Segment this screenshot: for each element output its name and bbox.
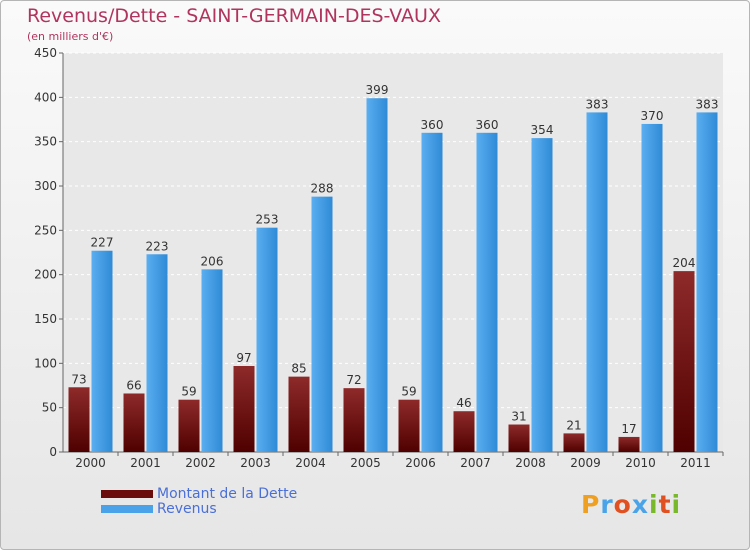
- bar-debt: [508, 424, 530, 452]
- bar-debt: [343, 388, 365, 452]
- x-tick-label: 2003: [240, 456, 271, 470]
- y-tick-label: 450: [34, 46, 57, 60]
- data-label-debt: 31: [511, 410, 526, 424]
- proxiti-logo: Proxiti: [581, 490, 682, 519]
- data-label-debt: 46: [456, 396, 471, 410]
- chart-subtitle: (en milliers d'€): [27, 30, 114, 43]
- data-label-revenue: 253: [256, 213, 279, 227]
- data-label-revenue: 399: [366, 83, 389, 97]
- data-label-debt: 59: [181, 385, 196, 399]
- y-tick-label: 250: [34, 223, 57, 237]
- x-tick-label: 2005: [350, 456, 381, 470]
- bar-revenue: [641, 123, 663, 452]
- legend-swatch-debt: [101, 489, 153, 498]
- data-label-debt: 97: [236, 351, 251, 365]
- x-tick-label: 2008: [515, 456, 546, 470]
- y-tick-label: 50: [42, 401, 57, 415]
- bar-revenue: [696, 112, 718, 452]
- data-label-revenue: 288: [311, 182, 334, 196]
- data-label-revenue: 360: [476, 118, 499, 132]
- x-tick-label: 2011: [680, 456, 711, 470]
- bar-debt: [453, 411, 475, 452]
- bar-debt: [68, 387, 90, 452]
- bar-debt: [673, 271, 695, 452]
- bar-debt: [178, 399, 200, 452]
- data-label-revenue: 370: [641, 109, 664, 123]
- y-tick-label: 150: [34, 312, 57, 326]
- bar-revenue: [476, 132, 498, 453]
- x-tick-label: 2007: [460, 456, 491, 470]
- bar-debt: [398, 399, 420, 452]
- plot-area: [63, 53, 723, 452]
- chart-title: Revenus/Dette - SAINT-GERMAIN-DES-VAUX: [27, 5, 441, 27]
- legend-label-debt: Montant de la Dette: [157, 485, 298, 502]
- data-label-debt: 204: [673, 256, 696, 270]
- bar-revenue: [201, 269, 223, 452]
- x-tick-label: 2006: [405, 456, 436, 470]
- data-label-debt: 21: [566, 418, 581, 432]
- bar-debt: [563, 433, 585, 452]
- bar-debt: [123, 393, 145, 452]
- data-label-debt: 66: [126, 378, 141, 392]
- bar-debt: [233, 365, 255, 452]
- bar-revenue: [311, 196, 333, 452]
- y-tick-label: 400: [34, 90, 57, 104]
- data-label-debt: 72: [346, 373, 361, 387]
- x-tick-label: 2010: [625, 456, 656, 470]
- legend-label-revenue: Revenus: [157, 500, 217, 517]
- legend-swatch-revenue: [101, 504, 153, 513]
- y-tick-label: 100: [34, 356, 57, 370]
- x-tick-label: 2002: [185, 456, 216, 470]
- data-label-revenue: 227: [91, 236, 114, 250]
- bar-revenue: [366, 98, 388, 452]
- x-tick-label: 2001: [130, 456, 161, 470]
- bar-revenue: [256, 227, 278, 452]
- data-label-revenue: 223: [146, 239, 169, 253]
- bar-debt: [618, 436, 640, 452]
- legend-item-revenue: Revenus: [101, 500, 297, 517]
- data-label-revenue: 354: [531, 123, 554, 137]
- data-label-revenue: 360: [421, 118, 444, 132]
- x-tick-label: 2000: [75, 456, 106, 470]
- legend-item-debt: Montant de la Dette: [101, 485, 298, 502]
- data-label-debt: 73: [71, 372, 86, 386]
- data-label-revenue: 206: [201, 254, 224, 268]
- data-label-debt: 59: [401, 385, 416, 399]
- bar-revenue: [91, 250, 113, 452]
- y-tick-label: 300: [34, 179, 57, 193]
- y-tick-label: 200: [34, 268, 57, 282]
- bar-revenue: [146, 254, 168, 452]
- data-label-debt: 85: [291, 362, 306, 376]
- bar-revenue: [586, 112, 608, 452]
- data-label-debt: 17: [621, 422, 636, 436]
- data-label-revenue: 383: [586, 97, 609, 111]
- bar-debt: [288, 376, 310, 452]
- legend: Montant de la Dette Revenus: [101, 485, 298, 517]
- x-tick-label: 2004: [295, 456, 326, 470]
- bar-revenue: [421, 132, 443, 453]
- y-tick-label: 350: [34, 135, 57, 149]
- y-tick-label: 0: [49, 445, 57, 459]
- x-tick-label: 2009: [570, 456, 601, 470]
- bar-revenue: [531, 138, 553, 452]
- data-label-revenue: 383: [696, 97, 719, 111]
